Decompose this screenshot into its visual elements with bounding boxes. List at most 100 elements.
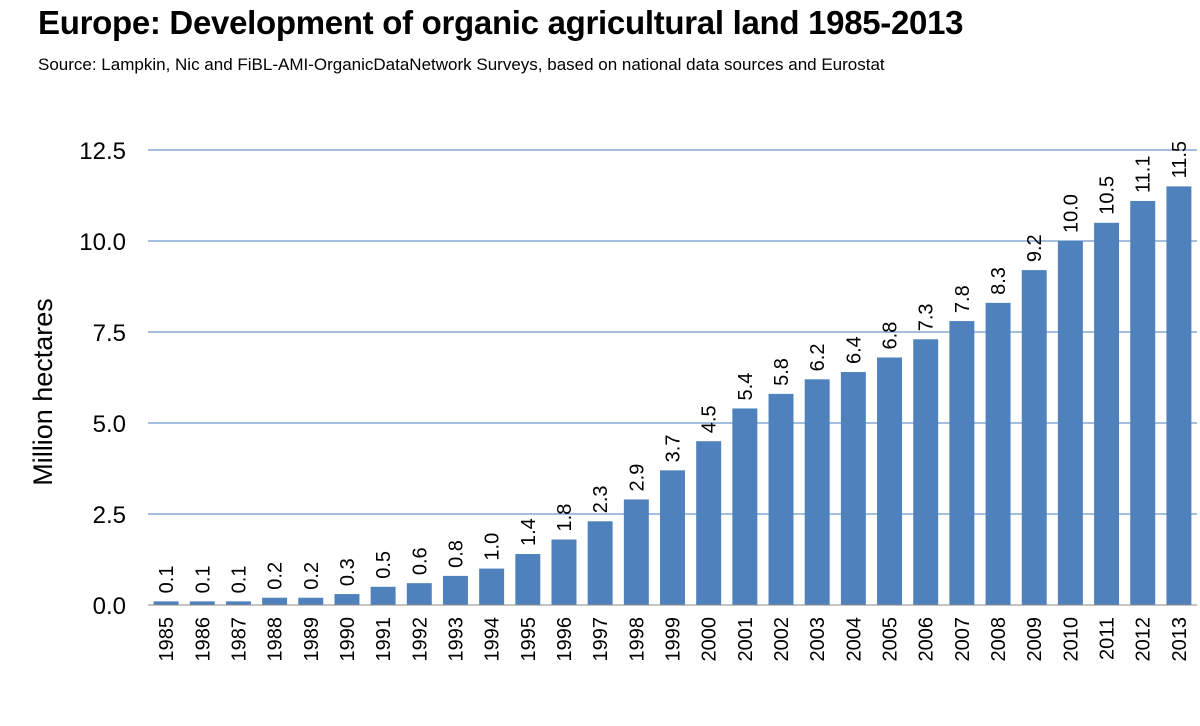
- bar-1997: [587, 521, 613, 605]
- y-tick-label: 5.0: [93, 411, 126, 438]
- bar-2011: [1094, 222, 1120, 606]
- bar-2008: [985, 302, 1011, 605]
- bar-1985: [153, 601, 179, 605]
- x-tick-label: 2009: [1024, 617, 1046, 662]
- bar-2012: [1130, 200, 1156, 605]
- data-label: 11.5: [1169, 141, 1191, 178]
- y-axis-ticks: 0.0 2.5 5.0 7.5 10.0 12.5: [79, 138, 126, 620]
- bar-1991: [370, 586, 396, 605]
- y-tick-label: 2.5: [93, 502, 126, 529]
- x-axis-ticks: 1985 1986 1987 1988 1989 1990 1991 1992 1993 1994…: [156, 617, 1191, 662]
- x-tick-label: 2002: [771, 617, 793, 662]
- bar-1996: [551, 539, 577, 605]
- chart-subtitle: Source: Lampkin, Nic and FiBL-AMI-Organi…: [38, 55, 885, 74]
- data-label: 1.8: [554, 504, 576, 532]
- data-label: 3.7: [663, 435, 685, 463]
- data-label: 6.2: [807, 344, 829, 372]
- data-label: 0.1: [192, 566, 214, 594]
- data-label: 1.4: [518, 518, 540, 546]
- x-tick-label: 1996: [554, 617, 576, 662]
- bar-1987: [225, 601, 251, 605]
- bar-2000: [696, 441, 722, 605]
- bar-1994: [479, 568, 505, 605]
- y-tick-label: 0.0: [93, 593, 126, 620]
- data-label: 2.9: [626, 464, 648, 492]
- x-tick-label: 2011: [1097, 617, 1119, 660]
- x-tick-label: 1992: [409, 617, 431, 662]
- data-label: 4.5: [699, 405, 721, 433]
- data-label: 10.0: [1060, 194, 1082, 233]
- data-label: 7.8: [952, 285, 974, 313]
- bar-1988: [262, 597, 288, 605]
- bar-2013: [1166, 186, 1192, 605]
- x-tick-label: 2012: [1133, 617, 1155, 662]
- data-label: 0.3: [337, 558, 359, 586]
- x-tick-label: 1989: [301, 617, 323, 662]
- data-labels: 0.1 0.1 0.1 0.2 0.2 0.3 0.5 0.6 0.8 1.0 1.4 1.8 2.3 2…: [156, 141, 1191, 593]
- x-tick-label: 1995: [518, 617, 540, 662]
- data-label: 2.3: [590, 485, 612, 513]
- data-label: 9.2: [1024, 234, 1046, 262]
- x-tick-label: 1991: [373, 617, 395, 662]
- x-tick-label: 1986: [192, 617, 214, 662]
- bar-1986: [189, 601, 215, 605]
- x-tick-label: 2010: [1060, 617, 1082, 662]
- data-label: 7.3: [916, 303, 938, 331]
- x-tick-label: 1997: [590, 617, 612, 662]
- x-tick-label: 2001: [735, 617, 757, 662]
- y-tick-label: 10.0: [79, 229, 126, 256]
- data-label: 0.1: [156, 566, 178, 594]
- x-tick-label: 1985: [156, 617, 178, 662]
- data-label: 0.2: [301, 562, 323, 590]
- chart-title: Europe: Development of organic agricultu…: [38, 4, 964, 41]
- x-tick-label: 1994: [482, 617, 504, 662]
- x-tick-label: 2008: [988, 617, 1010, 662]
- data-label: 0.5: [373, 551, 395, 579]
- x-tick-label: 2013: [1169, 617, 1191, 662]
- data-label: 0.1: [228, 566, 250, 594]
- bar-1995: [515, 554, 541, 605]
- y-axis-label: Million hectares: [28, 298, 58, 486]
- bar-1998: [623, 499, 649, 605]
- bar-2004: [840, 372, 866, 605]
- data-label: 1.0: [482, 533, 504, 561]
- bar-1999: [660, 470, 685, 605]
- data-label: 11.1: [1133, 156, 1155, 193]
- bar-1989: [298, 597, 324, 605]
- x-tick-label: 2006: [916, 617, 938, 662]
- bar-2005: [877, 357, 903, 605]
- x-tick-label: 2007: [952, 617, 974, 662]
- bar-2001: [732, 408, 758, 605]
- bars: [153, 186, 1192, 606]
- data-label: 0.2: [265, 562, 287, 590]
- data-label: 8.3: [988, 267, 1010, 295]
- data-label: 5.8: [771, 358, 793, 386]
- data-label: 6.4: [843, 336, 865, 364]
- data-label: 10.5: [1097, 176, 1119, 215]
- bar-2009: [1021, 270, 1047, 605]
- data-label: 0.8: [445, 540, 467, 568]
- data-label: 0.6: [409, 547, 431, 575]
- bar-2007: [949, 321, 975, 605]
- bar-1993: [442, 575, 468, 605]
- x-tick-label: 1999: [663, 617, 685, 662]
- y-tick-label: 7.5: [93, 320, 126, 347]
- x-tick-label: 2004: [843, 617, 865, 662]
- bar-1992: [406, 583, 432, 605]
- bar-2010: [1057, 241, 1083, 605]
- x-tick-label: 1998: [626, 617, 648, 662]
- x-tick-label: 1993: [445, 617, 467, 662]
- x-tick-label: 1990: [337, 617, 359, 662]
- bar-2006: [913, 339, 939, 605]
- x-tick-label: 1988: [265, 617, 287, 662]
- x-tick-label: 2003: [807, 617, 829, 662]
- x-tick-label: 2000: [699, 617, 721, 662]
- bar-2003: [804, 379, 830, 605]
- data-label: 6.8: [880, 322, 902, 350]
- y-tick-label: 12.5: [79, 138, 126, 165]
- x-tick-label: 2005: [880, 617, 902, 662]
- data-label: 5.4: [735, 373, 757, 401]
- bar-2002: [768, 393, 794, 605]
- x-tick-label: 1987: [228, 617, 250, 662]
